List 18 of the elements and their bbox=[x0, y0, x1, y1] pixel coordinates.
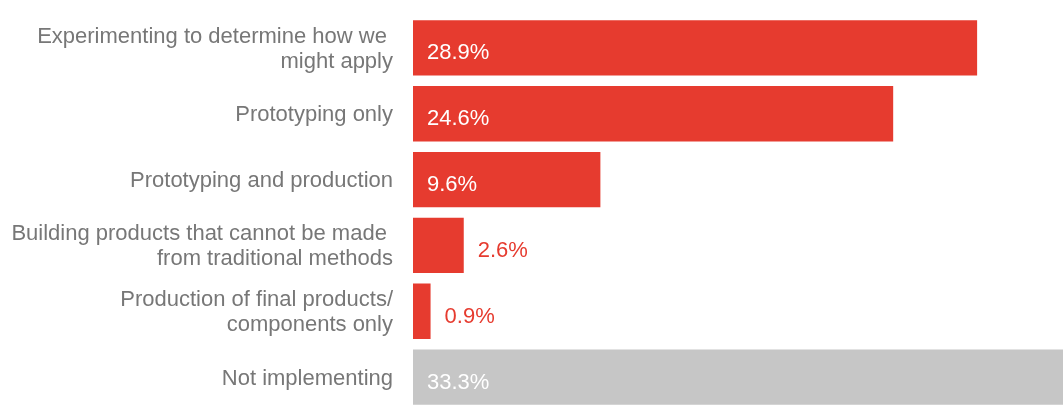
y-tick-label: Experimenting to determine how we might apply bbox=[37, 22, 393, 73]
bar bbox=[413, 283, 431, 339]
data-label: 0.9% bbox=[444, 302, 495, 328]
data-label: 33.3% bbox=[427, 368, 490, 394]
data-label: 2.6% bbox=[477, 236, 528, 262]
y-tick-label: Prototyping only bbox=[235, 101, 393, 127]
y-tick-label: Building products that cannot be made from traditional methods bbox=[11, 220, 393, 271]
data-label: 24.6% bbox=[427, 105, 490, 131]
bar bbox=[413, 217, 464, 274]
y-tick-label: Prototyping and production bbox=[130, 167, 393, 193]
y-tick-label: Not implementing bbox=[221, 364, 393, 390]
data-label: 28.9% bbox=[427, 39, 490, 65]
data-label: 9.6% bbox=[427, 171, 478, 197]
bar bbox=[413, 151, 601, 208]
bar bbox=[413, 86, 894, 142]
bar bbox=[413, 349, 1063, 405]
y-tick-label: Production of final products/components only bbox=[120, 286, 394, 337]
bar bbox=[413, 20, 978, 76]
